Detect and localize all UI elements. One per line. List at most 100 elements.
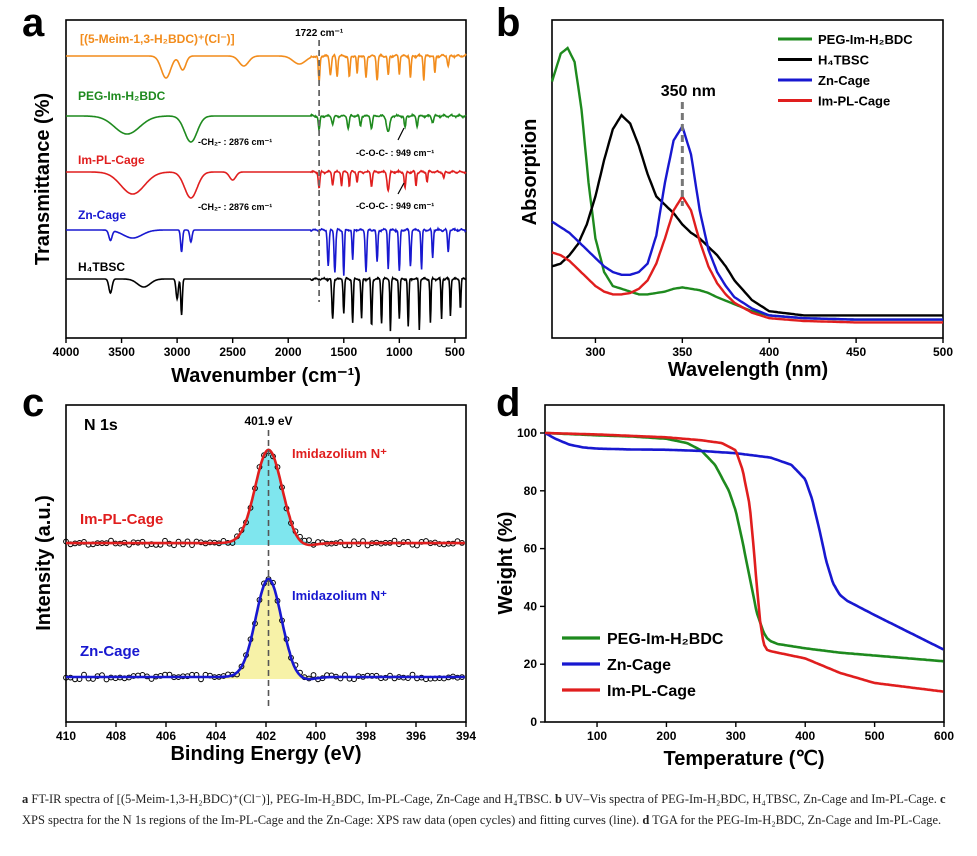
panel-c-x-tick-label: 410	[56, 729, 76, 743]
panel-a: a 4000 3500 3000 2500 2000 1500 1000 500 Wavenumb…	[22, 1, 467, 387]
panel-c-series-label-0: Im-PL-Cage	[80, 511, 163, 528]
panel-a-x-tick-label: 3000	[164, 345, 191, 359]
panel-b-series-2-line	[551, 123, 943, 321]
panel-c-reference-label: 401.9 eV	[244, 414, 292, 428]
panel-a-series-1-line	[66, 112, 467, 143]
panel-b-series-1-line	[551, 113, 943, 317]
panel-c-series-0-peak-fill	[211, 450, 326, 545]
panel-d-x-tick-label: 200	[656, 729, 676, 743]
figure-caption: a FT-IR spectra of [(5-Meim-1,3-H₂BDC)⁺(…	[22, 789, 957, 831]
panel-c-x-tick-label: 402	[256, 729, 276, 743]
panel-letter-b: b	[496, 1, 520, 45]
panel-letter-d: d	[496, 381, 520, 425]
panel-c-series-1-peak-fill	[211, 579, 326, 679]
panel-a-x-tick-label: 1000	[386, 345, 413, 359]
panel-a-series-label-1: PEG-Im-H₂BDC	[78, 89, 166, 103]
caption-b-letter: b	[555, 792, 562, 806]
panel-a-x-tick-label: 3500	[108, 345, 135, 359]
panel-b-x-tick-label: 450	[846, 345, 866, 359]
panel-d-x-axis-title: Temperature (℃)	[663, 748, 824, 770]
panel-c-y-axis-title: Intensity (a.u.)	[33, 495, 55, 631]
panel-b-x-tick-label: 400	[759, 345, 779, 359]
panel-c-x-axis-title: Binding Energy (eV)	[170, 743, 361, 765]
panel-b-legend-label-1: H₄TBSC	[818, 53, 870, 68]
panel-c-x-tick-label: 406	[156, 729, 176, 743]
panel-a-annotation-3: -C-O-C- : 949 cm⁻¹	[356, 201, 434, 211]
panel-d-series-1-line	[544, 431, 944, 651]
panel-letter-c: c	[22, 381, 44, 425]
panel-c-series-1-fit-line	[66, 577, 465, 681]
panel-d-legend-label-2: Im-PL-Cage	[607, 683, 696, 700]
panel-a-series-label-4: H₄TBSC	[78, 260, 125, 274]
panel-a-reference-label: 1722 cm⁻¹	[295, 28, 344, 39]
panel-b-legend-label-2: Zn-Cage	[818, 73, 870, 88]
panel-c-x-tick-label: 396	[406, 729, 426, 743]
panel-letter-a: a	[22, 1, 45, 45]
panel-d-x-tick-label: 100	[587, 729, 607, 743]
panel-d-plot-frame	[544, 404, 945, 723]
panel-a-x-tick-label: 2000	[275, 345, 302, 359]
panel-b-plot-frame	[551, 19, 944, 339]
panel-b-x-tick-label: 500	[933, 345, 953, 359]
panel-d-y-tick-label: 0	[530, 715, 537, 729]
panel-d-series-2-line	[545, 431, 944, 693]
panel-c-title: N 1s	[84, 417, 118, 434]
caption-d-letter: d	[642, 813, 650, 827]
panel-a-series-label-3: Zn-Cage	[78, 208, 126, 222]
panel-c-series-label-1: Zn-Cage	[80, 643, 140, 660]
panel-a-x-tick-label: 1500	[330, 345, 357, 359]
panel-a-annotation-2: -CH₂- : 2876 cm⁻¹	[198, 202, 272, 212]
panel-a-x-tick-label: 500	[445, 345, 465, 359]
panel-a-x-tick-label: 4000	[53, 345, 80, 359]
panel-a-plot-frame	[65, 19, 467, 339]
panel-a-annotation-1: -C-O-C- : 949 cm⁻¹	[356, 148, 434, 158]
panel-a-series-4-line	[66, 275, 467, 332]
panel-d-legend-label-1: Zn-Cage	[607, 657, 671, 674]
panel-d-y-tick-label: 80	[524, 484, 538, 498]
panel-b-series-0-line	[550, 46, 943, 321]
panel-c-x-tick-label: 398	[356, 729, 376, 743]
panel-a-x-tick-label: 2500	[219, 345, 246, 359]
panel-b-x-tick-label: 300	[585, 345, 605, 359]
panel-a-annotation-arrow	[397, 182, 405, 195]
panel-a-series-3-line	[66, 226, 467, 276]
panel-a-series-2-line	[66, 168, 467, 199]
panel-c-x-tick-label: 404	[206, 729, 226, 743]
panel-b-y-axis-title: Absorption	[519, 119, 541, 226]
panel-c-x-tick-label: 400	[306, 729, 326, 743]
caption-d-text: TGA for the PEG-Im-H₂BDC, Zn-Cage and Im…	[649, 813, 942, 827]
panel-a-series-label-0: [(5-Meim-1,3-H₂BDC)⁺(Cl⁻)]	[80, 32, 235, 46]
panel-d-x-tick-label: 600	[934, 729, 954, 743]
panel-b-legend-label-0: PEG-Im-H₂BDC	[818, 32, 913, 47]
panel-d-y-axis-title: Weight (%)	[495, 512, 517, 615]
caption-c-letter: c	[940, 792, 946, 806]
panel-b: b 300 350 400 450 500 Wavelength (nm) Absorptio…	[496, 1, 953, 381]
panel-d-y-tick-label: 40	[524, 599, 538, 613]
caption-c-text: XPS spectra for the N 1s regions of the …	[22, 813, 643, 827]
panel-a-annotation-0: -CH₂- : 2876 cm⁻¹	[198, 137, 272, 147]
panel-a-series-label-2: Im-PL-Cage	[78, 153, 145, 167]
panel-c-peak-label-0: Imidazolium N⁺	[292, 446, 387, 461]
panel-b-legend-label-3: Im-PL-Cage	[818, 94, 890, 109]
panel-c-series-1-raw-point	[310, 672, 317, 678]
panel-d-y-tick-label: 60	[524, 542, 538, 556]
panel-a-annotation-arrow	[397, 127, 405, 141]
panel-d-legend-label-0: PEG-Im-H₂BDC	[607, 631, 724, 648]
panel-c-peak-label-1: Imidazolium N⁺	[292, 588, 387, 603]
panel-d-x-tick-label: 500	[865, 729, 885, 743]
panel-c: c 410 408 406 404 402 400 398 396 394 Binding Ener…	[22, 381, 476, 765]
caption-a-letter: a	[22, 792, 29, 806]
panel-a-series-0-line	[66, 52, 467, 84]
panel-c-series-0-raw-point	[306, 537, 312, 543]
panel-c-series-0-fit-line	[66, 448, 465, 547]
panel-b-reference-label: 350 nm	[661, 83, 716, 100]
panel-d-y-tick-label: 20	[524, 657, 538, 671]
caption-a-text: FT-IR spectra of [(5-Meim-1,3-H₂BDC)⁺(Cl…	[28, 792, 556, 806]
panel-b-series-3-line	[551, 194, 943, 324]
panel-d-x-tick-label: 400	[795, 729, 815, 743]
panel-c-x-tick-label: 408	[106, 729, 126, 743]
panel-a-y-axis-title: Transmittance (%)	[32, 93, 54, 265]
panel-d-series-0-line	[544, 431, 944, 663]
panel-d-y-tick-label: 100	[517, 426, 537, 440]
